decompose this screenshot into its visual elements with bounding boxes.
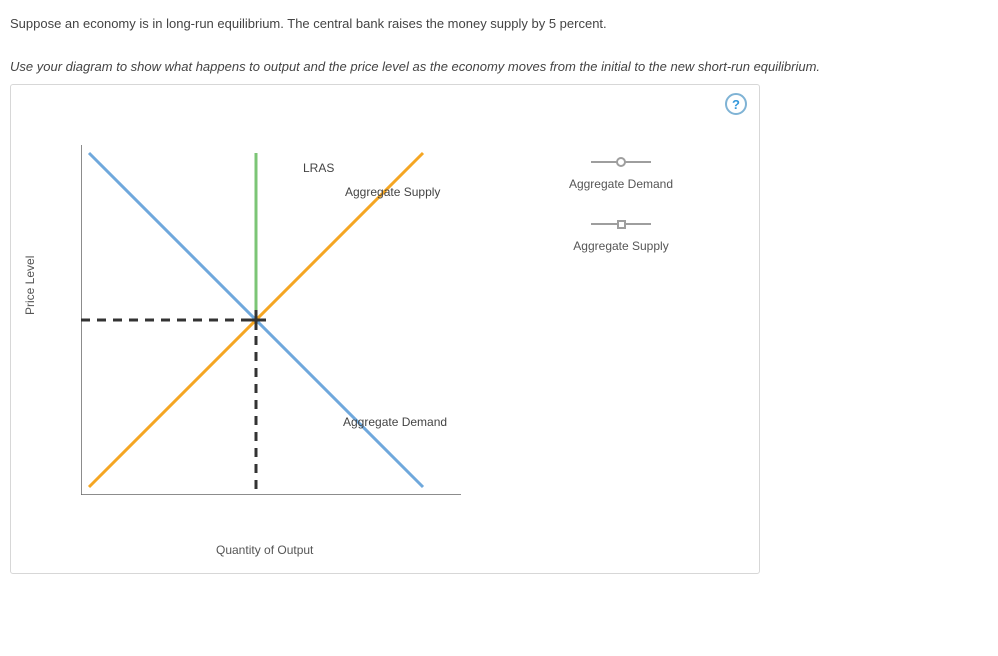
graph-area: Price Level Quantity of Output LRAS Aggr…	[41, 145, 511, 565]
x-axis-label: Quantity of Output	[216, 543, 313, 557]
aggregate-demand-label: Aggregate Demand	[343, 415, 447, 429]
legend-as-icon	[591, 217, 651, 231]
legend: Aggregate Demand Aggregate Supply	[531, 155, 711, 279]
plot-surface[interactable]: LRAS Aggregate Supply Aggregate Demand	[81, 145, 491, 525]
intro-paragraph-2: Use your diagram to show what happens to…	[10, 59, 988, 74]
legend-ad-label: Aggregate Demand	[569, 177, 673, 191]
legend-aggregate-demand[interactable]: Aggregate Demand	[531, 155, 711, 191]
lras-label: LRAS	[303, 161, 334, 175]
intro-paragraph-1: Suppose an economy is in long-run equili…	[10, 16, 988, 31]
aggregate-supply-label: Aggregate Supply	[345, 185, 440, 199]
legend-ad-icon	[591, 155, 651, 169]
legend-aggregate-supply[interactable]: Aggregate Supply	[531, 217, 711, 253]
y-axis-label: Price Level	[23, 256, 37, 315]
legend-as-label: Aggregate Supply	[573, 239, 668, 253]
help-icon[interactable]: ?	[725, 93, 747, 115]
diagram-panel: ? Price Level Quantity of Output LRAS Ag…	[10, 84, 760, 574]
